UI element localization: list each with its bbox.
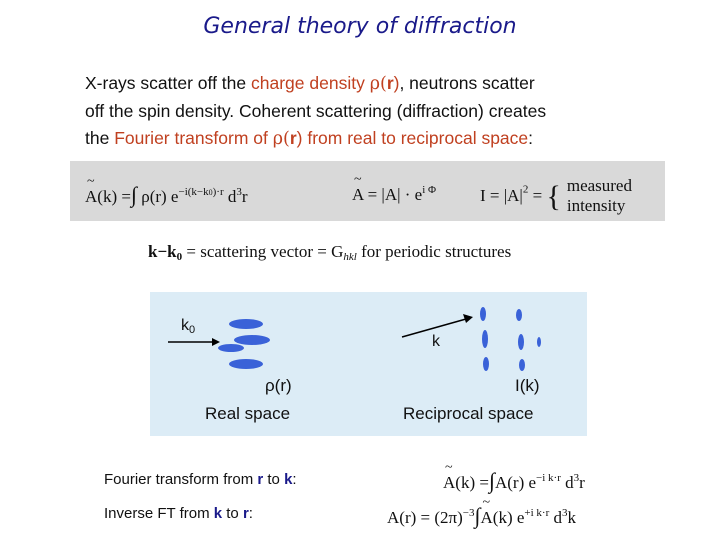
real-space-label: Real space — [205, 404, 291, 423]
k0-arrow — [168, 338, 220, 346]
reciprocal-space-spots — [480, 307, 541, 371]
reciprocal-spot — [537, 337, 541, 347]
real-space-blobs — [218, 319, 270, 369]
reciprocal-spot — [480, 307, 486, 321]
reciprocal-spot — [516, 309, 522, 321]
real-space-blob — [229, 359, 263, 369]
k-label: k — [432, 333, 440, 350]
real-space-blob — [218, 344, 244, 352]
amplitude-phase-formula: A = |A| · ei Φ — [352, 172, 436, 205]
reciprocal-spot — [483, 357, 489, 371]
reciprocal-spot — [518, 334, 524, 350]
intro-line-1: X-rays scatter off the charge density ρ(… — [85, 73, 535, 94]
real-space-blob — [229, 319, 263, 329]
k0-label: k0 — [181, 317, 196, 336]
inverse-transform-label: Inverse FT from k to r: — [104, 505, 253, 522]
inverse-transform-formula: A(r) = (2π)−3∫A(k) e+i k·r d3k — [387, 495, 576, 529]
diagram-graphics — [168, 307, 541, 371]
k-arrow — [401, 314, 473, 338]
intro-line-3: the Fourier transform of ρ(r) from real … — [85, 128, 534, 149]
intro-paragraph: X-rays scatter off the charge density ρ(… — [85, 70, 685, 153]
intensity-label: I(k) — [515, 376, 540, 395]
reciprocal-space-label: Reciprocal space — [403, 404, 534, 423]
intro-line-2: off the spin density. Coherent scatterin… — [85, 101, 547, 121]
forward-transform-formula: A(k) = ∫A(r) e−i k·r d3r — [443, 460, 585, 494]
real-space-blob — [234, 335, 270, 345]
scattering-vector-line: k−k0 = scattering vector = Ghkl for peri… — [148, 242, 512, 263]
fourier-amplitude-formula: A(k) = ∫ ρ(r) e−i(k−k0)·r d3r — [85, 174, 248, 208]
intensity-formula: I = |A|2 = { measured intensity — [480, 176, 632, 215]
rho-label: ρ(r) — [265, 376, 292, 395]
forward-transform-label: Fourier transform from r to k: — [104, 471, 297, 488]
reciprocal-spot — [519, 359, 525, 371]
reciprocal-spot — [482, 330, 488, 348]
page-title: General theory of diffraction — [203, 14, 517, 39]
diffraction-diagram — [150, 292, 587, 436]
